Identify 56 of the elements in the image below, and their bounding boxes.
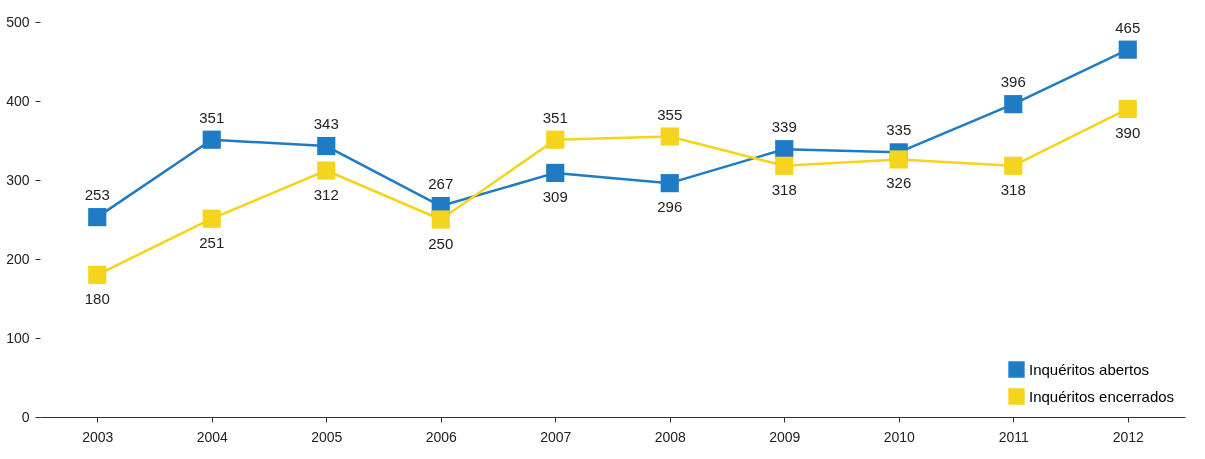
data-label: 296 (657, 198, 683, 216)
point (88, 265, 107, 284)
data-label: 465 (1115, 18, 1141, 36)
point (317, 136, 336, 156)
point (202, 209, 221, 228)
data-label: 351 (199, 108, 225, 126)
point (317, 161, 336, 180)
data-label: 339 (771, 118, 797, 136)
x-tick-label: 2010 (883, 428, 916, 445)
data-label: 326 (886, 174, 912, 192)
data-label: 250 (428, 234, 454, 252)
data-label: 318 (1000, 180, 1026, 198)
point (1118, 99, 1137, 118)
data-label: 335 (886, 121, 912, 139)
data-label: 312 (313, 185, 339, 203)
x-tick-label: 2005 (311, 428, 343, 445)
x-tick-label: 2007 (540, 428, 572, 445)
legend-label: Inquéritos encerrados (1029, 387, 1175, 405)
data-label: 396 (1000, 73, 1026, 91)
y-tick-label: 300 (6, 171, 30, 188)
data-label: 253 (84, 186, 110, 204)
legend-label: Inquéritos abertos (1029, 360, 1150, 378)
y-tick-label: 200 (6, 250, 30, 267)
point (546, 130, 565, 149)
x-tick-label: 2008 (654, 428, 687, 445)
point (202, 130, 221, 149)
point (775, 140, 794, 159)
data-label: 390 (1115, 123, 1141, 141)
point (1004, 156, 1023, 175)
data-label: 351 (542, 108, 568, 126)
x-tick-label: 2004 (196, 428, 229, 445)
point (660, 174, 679, 193)
data-label: 309 (542, 187, 568, 205)
data-label: 318 (771, 180, 797, 198)
y-tick-label: 0 (21, 408, 30, 425)
x-tick-label: 2009 (769, 428, 801, 445)
x-tick-label: 2012 (1112, 428, 1145, 445)
x-tick-label: 2011 (998, 428, 1030, 445)
data-label: 355 (657, 105, 683, 123)
point (546, 163, 565, 182)
data-label: 343 (313, 115, 339, 133)
y-tick-label: 500 (6, 13, 30, 30)
data-label: 180 (84, 289, 110, 307)
y-tick-label: 100 (6, 329, 30, 346)
data-label: 267 (428, 175, 454, 193)
data-label: 251 (199, 233, 225, 251)
point (1118, 40, 1137, 59)
point (88, 208, 107, 227)
point (660, 127, 679, 146)
point (889, 150, 908, 169)
x-tick-label: 2006 (425, 428, 458, 445)
x-tick-label: 2003 (82, 428, 114, 445)
point (775, 156, 794, 175)
point (431, 210, 450, 229)
point (1004, 95, 1023, 114)
y-tick-label: 400 (6, 92, 30, 109)
